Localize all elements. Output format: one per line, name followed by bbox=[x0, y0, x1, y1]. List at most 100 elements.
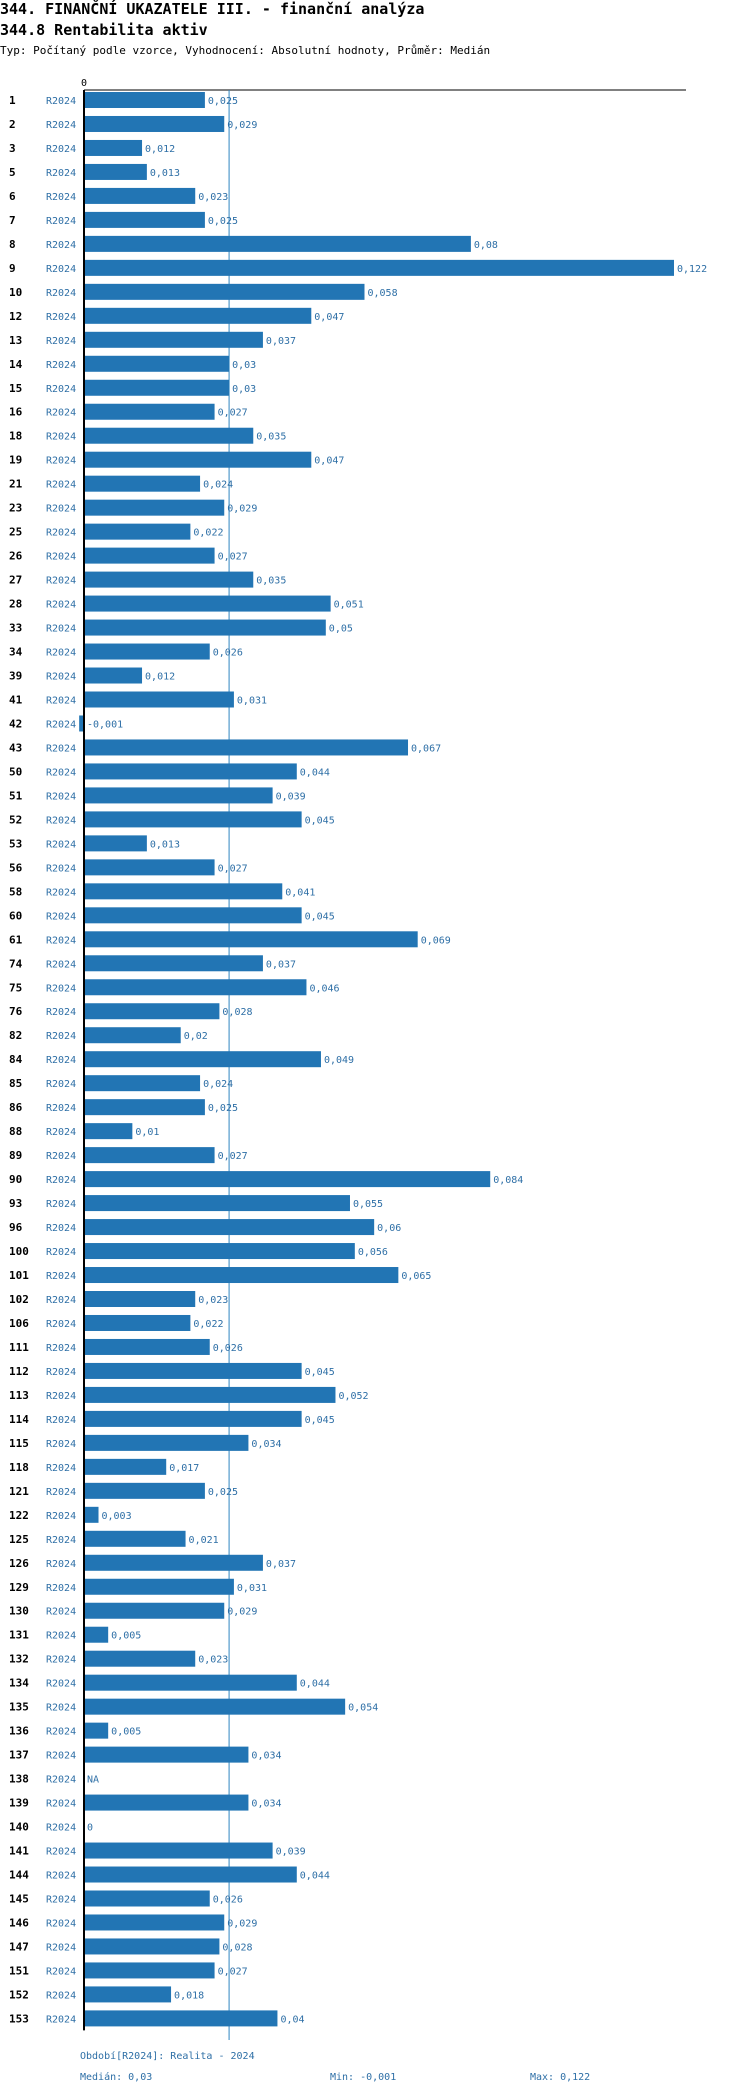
data-label: 0,049 bbox=[324, 1055, 354, 1066]
data-label: 0,01 bbox=[135, 1127, 159, 1138]
bar bbox=[84, 1482, 205, 1499]
row-label: 33 bbox=[9, 622, 22, 635]
row-label: 112 bbox=[9, 1365, 29, 1378]
row-label: 96 bbox=[9, 1221, 23, 1234]
bar bbox=[84, 283, 365, 300]
row-period-label: R2024 bbox=[46, 1223, 76, 1234]
row-label: 58 bbox=[9, 885, 22, 898]
row-period-label: R2024 bbox=[46, 168, 76, 179]
data-label: 0,012 bbox=[145, 672, 175, 683]
data-label: 0,035 bbox=[256, 432, 286, 443]
row-period-label: R2024 bbox=[46, 767, 76, 778]
bar bbox=[84, 1746, 249, 1763]
data-label: 0,013 bbox=[150, 168, 180, 179]
row-period-label: R2024 bbox=[46, 216, 76, 227]
bar bbox=[84, 667, 143, 684]
row-label: 139 bbox=[9, 1797, 29, 1810]
row-period-label: R2024 bbox=[46, 911, 76, 922]
data-label: 0,027 bbox=[218, 1966, 248, 1977]
row-label: 118 bbox=[9, 1461, 29, 1474]
data-label: 0,058 bbox=[367, 288, 397, 299]
data-label: 0,029 bbox=[227, 1607, 257, 1618]
bar bbox=[84, 211, 205, 228]
row-label: 115 bbox=[9, 1437, 29, 1450]
row-label: 27 bbox=[9, 574, 22, 587]
data-label: 0,037 bbox=[266, 1559, 296, 1570]
row-label: 15 bbox=[9, 382, 22, 395]
row-label: 85 bbox=[9, 1077, 22, 1090]
bar bbox=[84, 787, 273, 804]
data-label: 0,023 bbox=[198, 1295, 228, 1306]
data-label: 0,026 bbox=[213, 1895, 243, 1906]
chart-subtitle: 344.8 Rentabilita aktiv bbox=[0, 21, 208, 39]
data-label: 0,055 bbox=[353, 1199, 383, 1210]
data-label: 0,018 bbox=[174, 1990, 204, 2001]
row-period-label: R2024 bbox=[46, 648, 76, 659]
max-stat: Max: 0,122 bbox=[530, 2072, 591, 2083]
row-label: 111 bbox=[9, 1341, 29, 1354]
bar bbox=[84, 235, 471, 252]
bar bbox=[84, 979, 307, 996]
bar bbox=[84, 1890, 210, 1907]
row-label: 144 bbox=[9, 1869, 29, 1882]
row-label: 74 bbox=[9, 957, 23, 970]
bar bbox=[84, 619, 326, 636]
bar bbox=[84, 355, 230, 372]
data-label: 0,026 bbox=[213, 1343, 243, 1354]
bar bbox=[84, 1674, 297, 1691]
bar bbox=[84, 2010, 278, 2027]
row-label: 25 bbox=[9, 526, 22, 539]
row-period-label: R2024 bbox=[46, 336, 76, 347]
row-period-label: R2024 bbox=[46, 624, 76, 635]
x-axis-zero-label: 0 bbox=[81, 78, 87, 89]
row-period-label: R2024 bbox=[46, 1319, 76, 1330]
row-period-label: R2024 bbox=[46, 839, 76, 850]
row-label: 39 bbox=[9, 670, 22, 683]
row-label: 126 bbox=[9, 1557, 29, 1570]
row-period-label: R2024 bbox=[46, 1966, 76, 1977]
row-label: 26 bbox=[9, 550, 23, 563]
row-label: 88 bbox=[9, 1125, 22, 1138]
row-period-label: R2024 bbox=[46, 719, 76, 730]
data-label: 0,003 bbox=[102, 1511, 132, 1522]
bar bbox=[84, 1506, 99, 1523]
row-label: 138 bbox=[9, 1773, 29, 1786]
data-label: 0,041 bbox=[285, 887, 315, 898]
row-period-label: R2024 bbox=[46, 1847, 76, 1858]
bar bbox=[84, 1386, 336, 1403]
row-label: 3 bbox=[9, 142, 16, 155]
bar bbox=[84, 1866, 297, 1883]
bar bbox=[84, 307, 312, 324]
row-label: 43 bbox=[9, 741, 22, 754]
data-label: 0,028 bbox=[222, 1942, 252, 1953]
row-period-label: R2024 bbox=[46, 408, 76, 419]
row-period-label: R2024 bbox=[46, 1343, 76, 1354]
data-label: -0,001 bbox=[87, 719, 123, 730]
data-label: 0,005 bbox=[111, 1631, 141, 1642]
row-period-label: R2024 bbox=[46, 1367, 76, 1378]
row-period-label: R2024 bbox=[46, 1895, 76, 1906]
period-legend: Období[R2024]: Realita - 2024 bbox=[80, 2051, 255, 2062]
row-label: 145 bbox=[9, 1893, 29, 1906]
row-period-label: R2024 bbox=[46, 1439, 76, 1450]
row-period-label: R2024 bbox=[46, 1295, 76, 1306]
row-label: 23 bbox=[9, 502, 22, 515]
row-label: 60 bbox=[9, 909, 22, 922]
row-label: 56 bbox=[9, 861, 23, 874]
data-label: 0,084 bbox=[493, 1175, 523, 1186]
row-label: 13 bbox=[9, 334, 22, 347]
data-label: 0,03 bbox=[232, 384, 256, 395]
bar bbox=[84, 1986, 172, 2003]
row-period-label: R2024 bbox=[46, 1535, 76, 1546]
bar bbox=[84, 1602, 225, 1619]
data-label: 0,044 bbox=[300, 1871, 330, 1882]
bar bbox=[84, 955, 263, 972]
data-label: 0,046 bbox=[309, 983, 339, 994]
bar bbox=[84, 1698, 346, 1715]
data-label: 0,039 bbox=[276, 1847, 306, 1858]
bar bbox=[84, 475, 201, 492]
row-label: 61 bbox=[9, 933, 23, 946]
bar bbox=[84, 92, 205, 108]
bar bbox=[84, 451, 312, 468]
bar bbox=[84, 1219, 375, 1236]
